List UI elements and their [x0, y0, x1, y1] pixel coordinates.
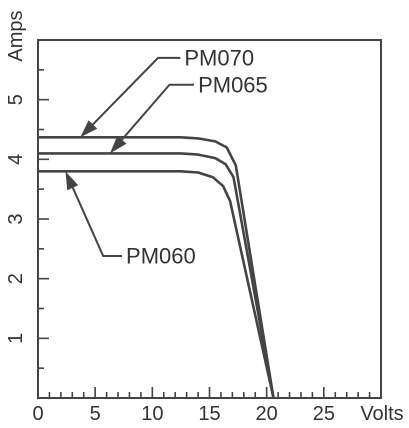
x-tick-label: 25	[313, 403, 335, 425]
x-tick-label: 10	[141, 403, 163, 425]
x-tick-label: 20	[256, 403, 278, 425]
series-line-pm060	[38, 170, 275, 399]
series-line-pm065	[38, 152, 275, 399]
annotation-arrowhead-pm060	[65, 171, 79, 191]
annotation-leader-pm070	[92, 56, 181, 126]
y-tick-label: 5	[5, 94, 27, 105]
y-axis-label: Amps	[5, 10, 27, 61]
x-axis-label: Volts	[360, 403, 403, 425]
annotation-leader-pm065	[121, 83, 195, 141]
series-line-pm070	[38, 136, 275, 399]
y-tick-label: 1	[5, 333, 27, 344]
x-tick-label: 5	[90, 403, 101, 425]
annotation-leader-pm060	[71, 187, 123, 257]
y-tick-label: 4	[5, 154, 27, 165]
annotation-label-pm060: PM060	[126, 243, 196, 268]
annotation-arrowhead-pm065	[110, 135, 127, 154]
annotation-label-pm070: PM070	[184, 45, 254, 70]
annotation-label-pm065: PM065	[198, 72, 268, 97]
y-tick-label: 2	[5, 273, 27, 284]
annotation-arrowhead-pm070	[80, 120, 98, 138]
x-tick-label: 15	[198, 403, 220, 425]
y-tick-label: 3	[5, 213, 27, 224]
x-tick-label: 0	[32, 403, 43, 425]
